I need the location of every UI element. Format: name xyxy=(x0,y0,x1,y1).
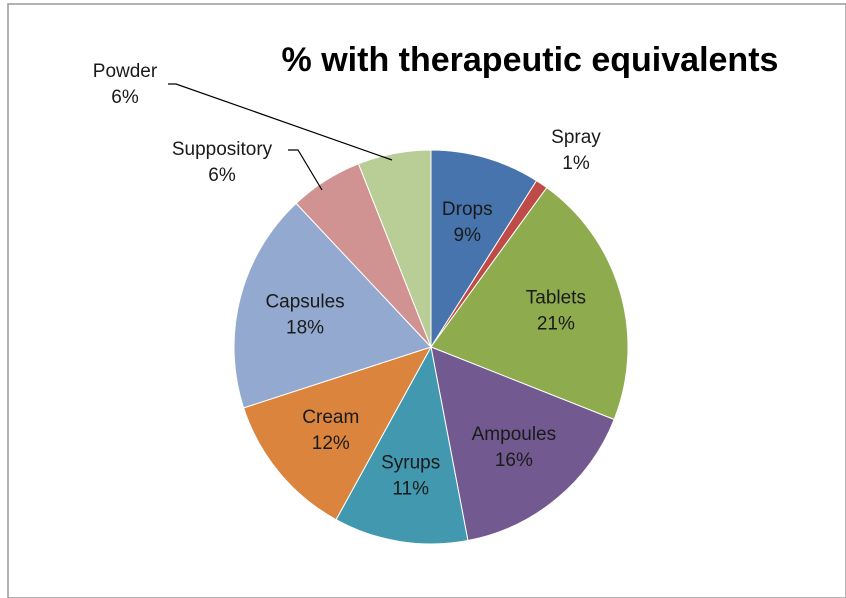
slice-label: Cream xyxy=(302,407,359,428)
chart-title: % with therapeutic equivalents xyxy=(282,41,779,79)
slice-label: Ampoules xyxy=(472,424,557,445)
slice-value-label: 18% xyxy=(286,318,324,339)
slice-value-label: 21% xyxy=(537,314,575,335)
pie-slice xyxy=(430,186,629,421)
slice-label: Suppository xyxy=(172,139,273,160)
slice-label: Spray xyxy=(551,127,601,148)
slice-label: Drops xyxy=(442,199,493,220)
slice-value-label: 9% xyxy=(454,225,482,246)
slice-value-label: 11% xyxy=(392,478,429,499)
pie-slice xyxy=(233,202,432,409)
slice-value-label: 6% xyxy=(111,87,139,108)
pie-slice xyxy=(243,346,433,521)
slice-value-label: 1% xyxy=(562,153,590,174)
slice-label: Capsules xyxy=(265,292,344,313)
pie-slice xyxy=(335,345,469,545)
slice-label: Syrups xyxy=(381,452,440,473)
leader-line xyxy=(168,83,393,161)
slice-value-label: 16% xyxy=(495,450,533,471)
leader-line xyxy=(288,149,323,191)
pie-slice xyxy=(430,149,538,349)
pie-slice xyxy=(357,149,432,348)
slice-value-label: 12% xyxy=(312,433,350,454)
slice-label: Powder xyxy=(93,61,158,82)
pie-slice xyxy=(430,346,615,542)
slice-value-label: 6% xyxy=(208,165,236,186)
slice-label: Tablets xyxy=(526,288,586,309)
